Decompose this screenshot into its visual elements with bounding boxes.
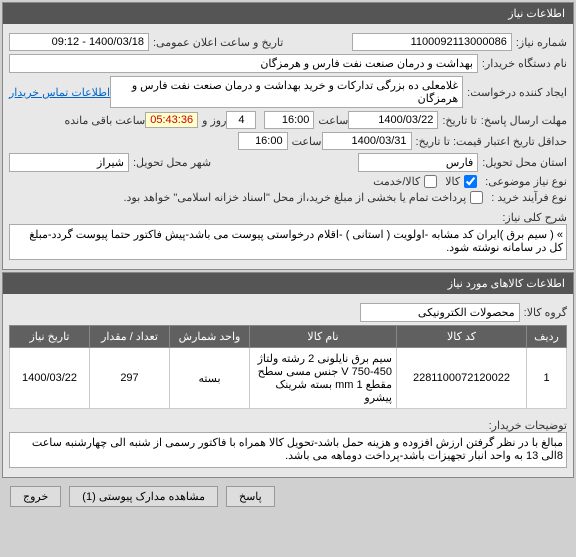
col-unit: واحد شمارش [170, 326, 250, 348]
min-credit-label: حداقل تاریخ اعتبار قیمت: تا تاریخ: [416, 135, 567, 148]
cell-qty: 297 [90, 348, 170, 409]
table-row: 1 2281100072120022 سیم برق نایلونی 2 رشت… [10, 348, 567, 409]
good-checkbox[interactable] [464, 175, 477, 188]
timer-value: 05:43:36 [145, 112, 198, 128]
need-no-value: 1100092113000086 [352, 33, 512, 51]
days-count: 4 [226, 111, 256, 129]
contact-link[interactable]: اطلاعات تماس خریدار [9, 86, 110, 99]
hour-label-2: ساعت [292, 135, 322, 148]
col-qty: تعداد / مقدار [90, 326, 170, 348]
button-row: پاسخ مشاهده مدارک پیوستی (1) خروج [0, 480, 576, 513]
buy-type-label: نوع فرآیند خرید : [491, 191, 567, 204]
device-value: بهداشت و درمان صنعت نفت فارس و هرمزگان [9, 54, 478, 73]
cell-name: سیم برق نایلونی 2 رشته ولتاژ 450-750 V ج… [250, 348, 397, 409]
items-panel: اطلاعات کالاهای مورد نیاز گروه کالا: محص… [2, 272, 574, 478]
cell-date: 1400/03/22 [10, 348, 90, 409]
city-value: شیراز [9, 153, 129, 172]
creator-value: غلامعلی ده بزرگی تدارکات و خرید بهداشت و… [110, 76, 463, 108]
prov-label: استان محل تحویل: [482, 156, 567, 169]
remain-label: ساعت باقی مانده [65, 114, 146, 127]
notes-value: مبالغ با در نظر گرفتن ارزش افزوده و هزین… [9, 432, 567, 468]
announce-value: 1400/03/18 - 09:12 [9, 33, 149, 51]
buy-checkbox[interactable] [470, 191, 483, 204]
deadline-label: مهلت ارسال پاسخ: [481, 114, 567, 127]
attach-button[interactable]: مشاهده مدارک پیوستی (1) [69, 486, 218, 507]
panel-title: اطلاعات نیاز [3, 3, 573, 24]
col-date: تاریخ نیاز [10, 326, 90, 348]
answer-button[interactable]: پاسخ [226, 486, 275, 507]
group-label: گروه کالا: [524, 306, 567, 319]
device-label: نام دستگاه خریدار: [482, 57, 567, 70]
info-panel: اطلاعات نیاز شماره نیاز: 110009211300008… [2, 2, 574, 270]
buy-note: پرداخت تمام یا بخشی از مبلغ خرید،از محل … [123, 191, 466, 204]
prov-value: فارس [358, 153, 478, 172]
items-panel-body: گروه کالا: محصولات الکترونیکی ردیف کد کا… [3, 294, 573, 477]
notes-label: توضیحات خریدار: [489, 415, 567, 432]
col-code: کد کالا [397, 326, 527, 348]
cell-row: 1 [527, 348, 567, 409]
group-value: محصولات الکترونیکی [360, 303, 520, 322]
and-label: روز و [202, 114, 226, 127]
creator-label: ایجاد کننده درخواست: [467, 86, 567, 99]
exit-button[interactable]: خروج [10, 486, 61, 507]
col-row: ردیف [527, 326, 567, 348]
panel-body: شماره نیاز: 1100092113000086 تاریخ و ساع… [3, 24, 573, 269]
service-checkbox[interactable] [424, 175, 437, 188]
announce-label: تاریخ و ساعت اعلان عمومی: [153, 36, 283, 49]
service-label: کالا/خدمت [373, 175, 420, 188]
date1-value: 1400/03/22 [348, 111, 438, 129]
hour2-value: 16:00 [238, 132, 288, 150]
col-name: نام کالا [250, 326, 397, 348]
cell-unit: بسته [170, 348, 250, 409]
city-label: شهر محل تحویل: [133, 156, 211, 169]
until-label: تا تاریخ: [442, 114, 476, 127]
hour-label-1: ساعت [318, 114, 348, 127]
table-header-row: ردیف کد کالا نام کالا واحد شمارش تعداد /… [10, 326, 567, 348]
desc-label: شرح کلی نیاز: [502, 207, 567, 224]
need-no-label: شماره نیاز: [516, 36, 567, 49]
items-table: ردیف کد کالا نام کالا واحد شمارش تعداد /… [9, 325, 567, 409]
desc-value: » ( سیم برق )ایران کد مشابه -اولویت ( اس… [9, 224, 567, 260]
items-panel-title: اطلاعات کالاهای مورد نیاز [3, 273, 573, 294]
hour1-value: 16:00 [264, 111, 314, 129]
good-label: کالا [445, 175, 460, 188]
date2-value: 1400/03/31 [322, 132, 412, 150]
cell-code: 2281100072120022 [397, 348, 527, 409]
need-type-label: نوع نیاز موضوعی: [485, 175, 567, 188]
